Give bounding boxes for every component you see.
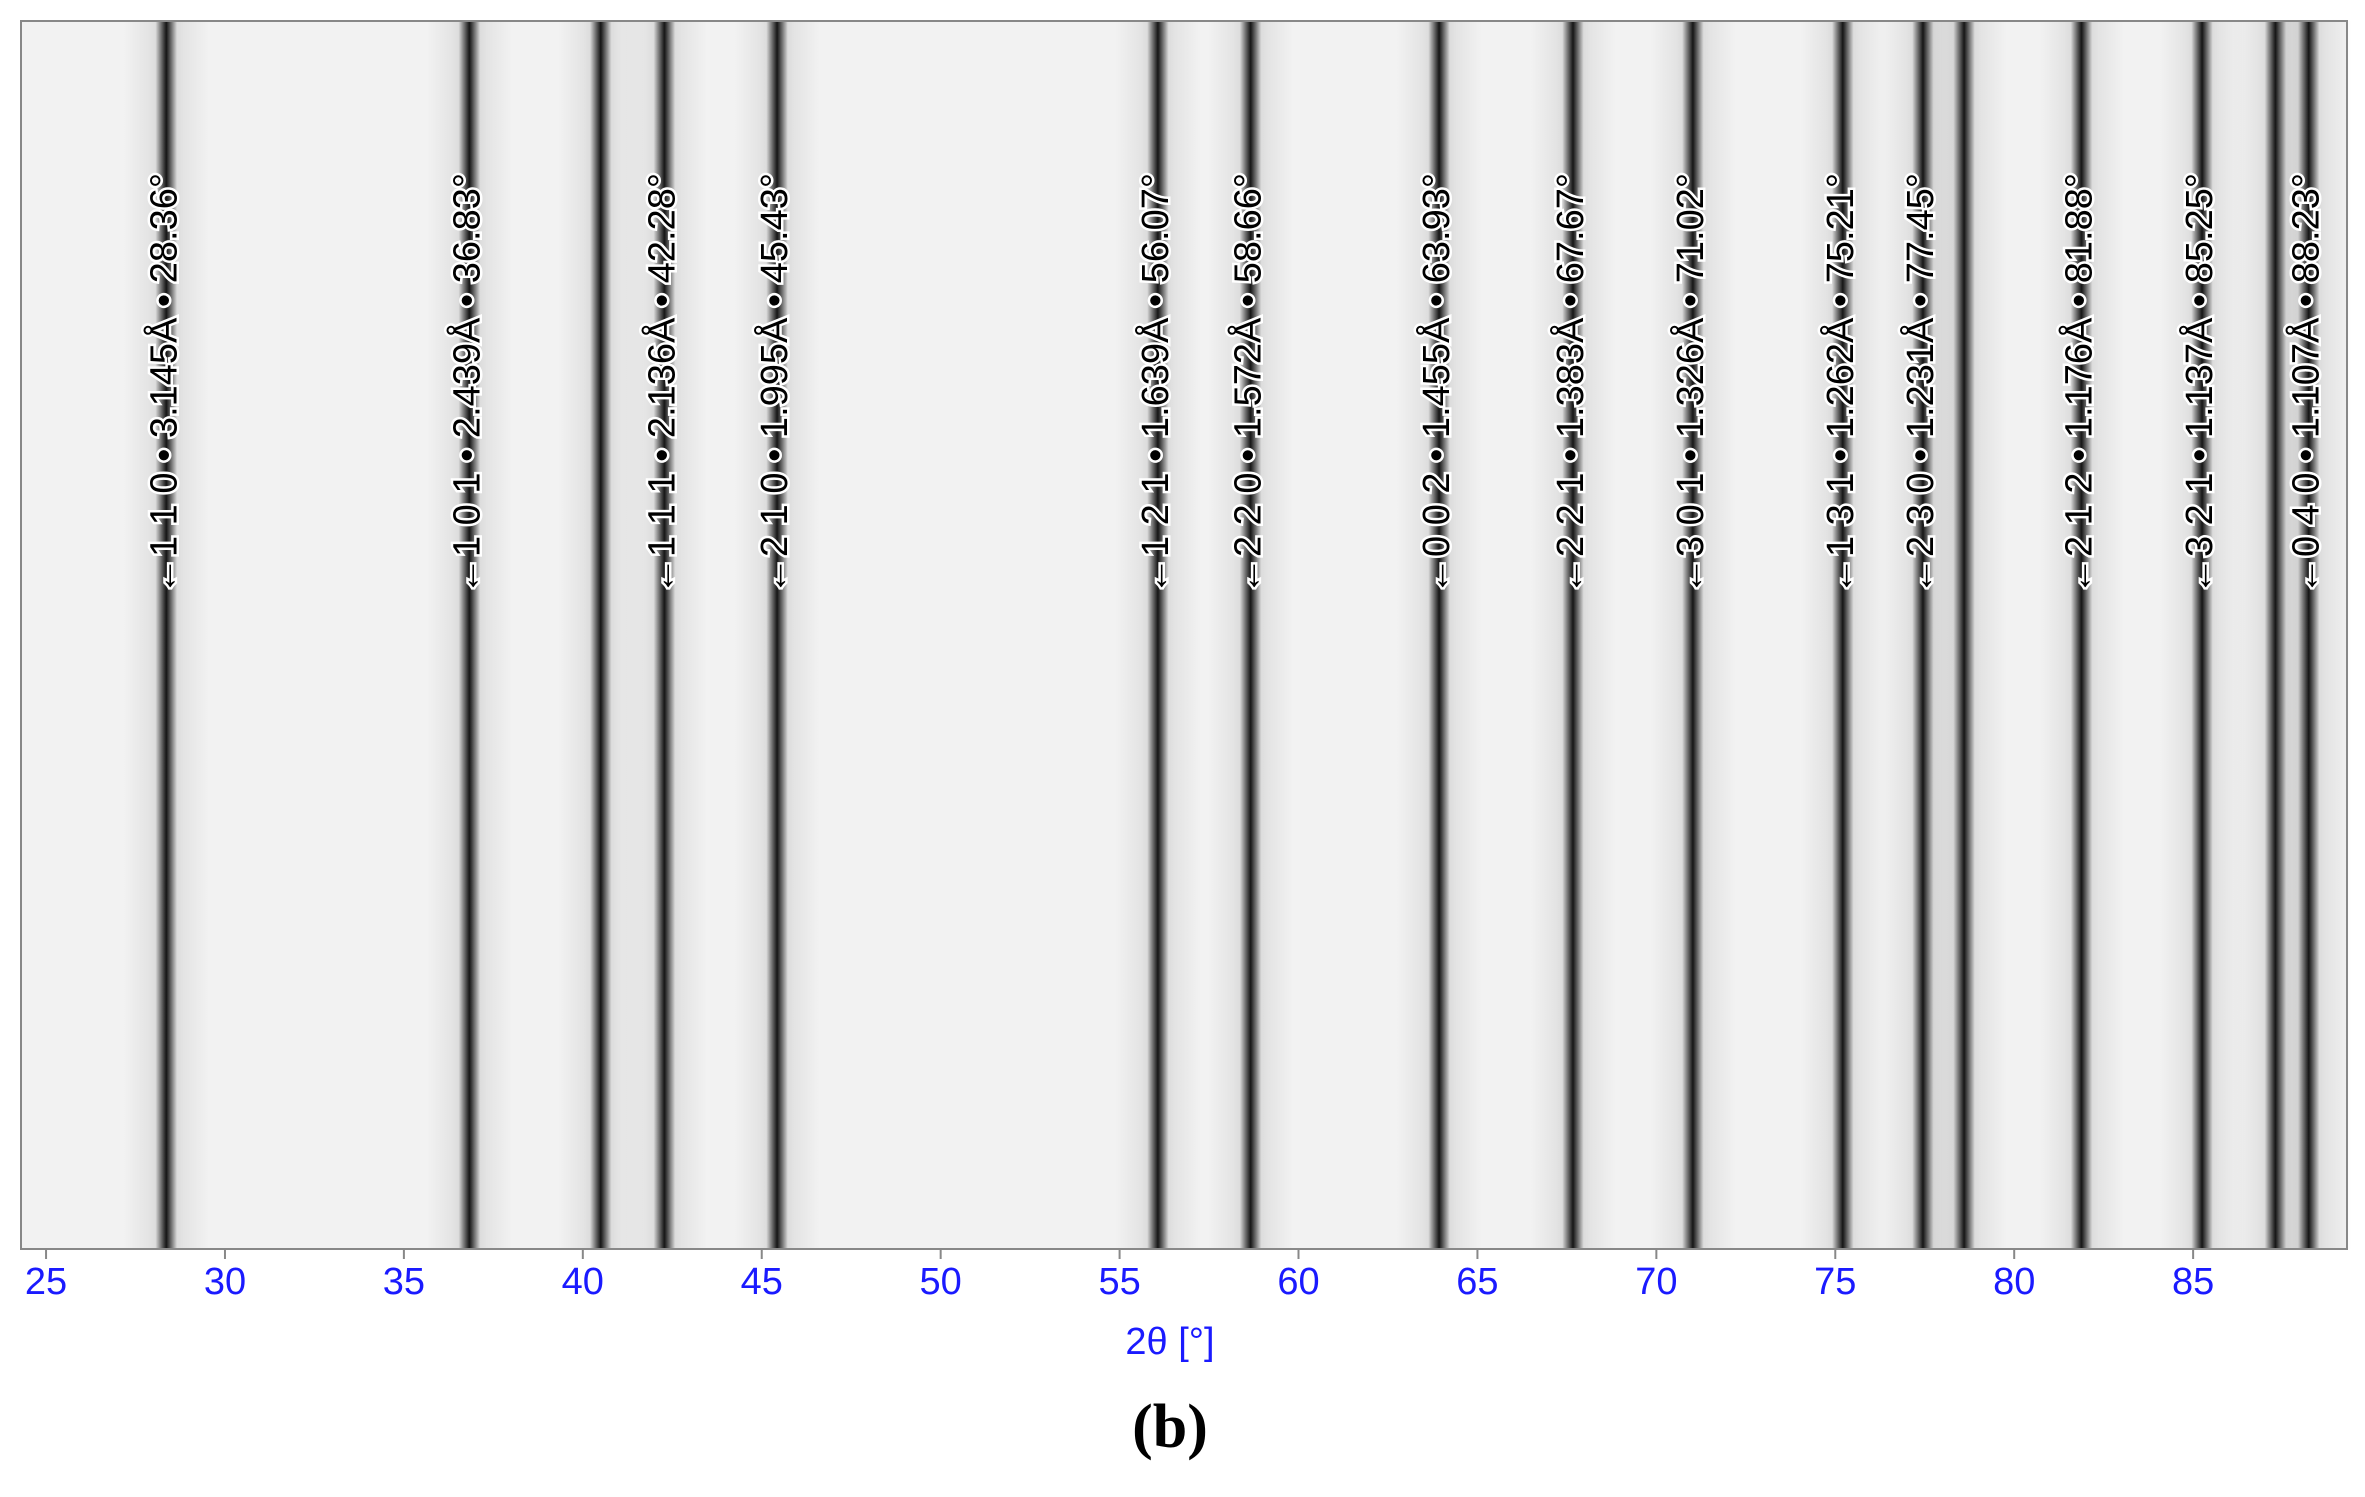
peak-label: ←0 0 2 • 1.455Å • 63.93° — [1414, 173, 1458, 595]
x-tick-label: 50 — [920, 1261, 962, 1303]
peak-line — [1682, 21, 1704, 1249]
x-tick-label: 85 — [2172, 1261, 2214, 1303]
peak-line — [766, 21, 788, 1249]
x-tick-label: 35 — [383, 1261, 425, 1303]
peak-label: ←2 1 2 • 1.176Å • 81.88° — [2057, 173, 2101, 595]
peak-line — [1428, 21, 1450, 1249]
peak-label: ←2 2 0 • 1.572Å • 58.66° — [1226, 173, 1270, 595]
x-axis-label: 2θ [°] — [1125, 1321, 1214, 1363]
peak-label: ←3 2 1 • 1.137Å • 85.25° — [2177, 173, 2221, 595]
x-tick-label: 60 — [1277, 1261, 1319, 1303]
peak-line — [2297, 21, 2320, 1249]
x-tick-label: 65 — [1456, 1261, 1498, 1303]
peak-label: ←2 2 1 • 1.383Å • 67.67° — [1548, 173, 1592, 595]
peak-line — [2070, 21, 2093, 1249]
peak-line — [653, 21, 676, 1249]
caption: (b) — [1132, 1393, 1208, 1461]
peak-label: ←1 1 0 • 3.145Å • 28.36° — [141, 173, 185, 595]
x-tick-label: 75 — [1814, 1261, 1856, 1303]
peak-label: ←1 1 1 • 2.136Å • 42.28° — [639, 173, 683, 595]
peak-label: ←3 0 1 • 1.326Å • 71.02° — [1668, 173, 1712, 595]
plot-frame — [20, 20, 2348, 1250]
peak-label: ←0 4 0 • 1.107Å • 88.23° — [2284, 173, 2328, 595]
x-tick-label: 55 — [1098, 1261, 1140, 1303]
peak-line — [458, 21, 481, 1249]
peak-line — [155, 21, 178, 1249]
peak-line — [1147, 21, 1169, 1249]
peak-label: ←1 0 1 • 2.439Å • 36.83° — [444, 173, 488, 595]
peak-line — [2191, 21, 2213, 1249]
peak-label: ←1 2 1 • 1.639Å • 56.07° — [1133, 173, 1177, 595]
x-tick-label: 40 — [562, 1261, 604, 1303]
x-tick-label: 45 — [741, 1261, 783, 1303]
peak-line — [1562, 21, 1584, 1249]
x-tick-label: 25 — [25, 1261, 67, 1303]
peak-label: ←2 1 0 • 1.995Å • 45.43° — [752, 173, 796, 595]
peak-line — [589, 21, 612, 1249]
peak-line — [1832, 21, 1854, 1249]
peak-label: ←1 3 1 • 1.262Å • 75.21° — [1818, 173, 1862, 595]
x-tick-label: 70 — [1635, 1261, 1677, 1303]
peak-line — [1953, 21, 1975, 1249]
peak-label: ←2 3 0 • 1.231Å • 77.45° — [1898, 173, 1942, 595]
peak-line — [1239, 21, 1262, 1249]
x-tick-label: 30 — [204, 1261, 246, 1303]
x-tick-label: 80 — [1993, 1261, 2035, 1303]
